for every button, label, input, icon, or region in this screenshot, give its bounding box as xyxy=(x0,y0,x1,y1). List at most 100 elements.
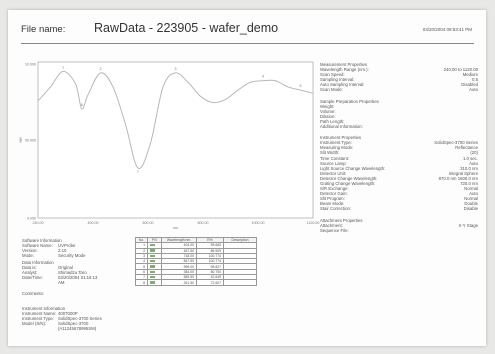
peak-label: 6 xyxy=(81,103,83,107)
peak-label: 7 xyxy=(137,170,139,174)
instrument-info-value: SolidSpec-3700 Series xyxy=(58,316,102,322)
sample-prep-row: Dilution: xyxy=(320,113,336,119)
data-info-row: Analyst: Shimadzu Taro xyxy=(22,270,118,275)
report-page: File name: RawData - 223905 - wafer_demo… xyxy=(8,10,486,346)
instrument-prop-row: Detector Gain: Auto xyxy=(320,191,478,196)
software-info-row: Mode: Security Mode xyxy=(22,253,118,258)
x-tick-label: 400.00 xyxy=(88,221,99,225)
instrument-prop-label: Light Source Change Wavelength: xyxy=(320,165,386,171)
peak-marker-icon xyxy=(150,249,155,252)
peak-marker-icon xyxy=(150,244,155,247)
instrument-props-rows: Instrument Type: SolidSpec-3700 Series Mea… xyxy=(320,140,478,211)
peak-labels: 1 2 3 4 5 6 7 xyxy=(62,65,302,174)
instrument-prop-label: Detector Gain: xyxy=(320,191,348,197)
measurement-rows: Wavelength Range (nm.): 240.00 to 1120.00… xyxy=(320,67,478,92)
table-cell: 261.50 xyxy=(161,279,197,286)
instrument-prop-value: Integral Sphere xyxy=(448,170,478,176)
instrument-prop-row: Slit Width: (20) xyxy=(320,150,478,155)
attachment-label: Sequence File: xyxy=(320,227,349,233)
instrument-prop-value: Disable xyxy=(463,206,478,212)
peak-label: 3 xyxy=(175,67,177,71)
comments: Comments: xyxy=(22,291,44,296)
peak-marker-icon xyxy=(150,281,155,284)
instrument-prop-row: Measuring Mode: Reflectance xyxy=(320,145,478,150)
data-info-value: AM xyxy=(58,280,65,286)
instrument-prop-label: Measuring Mode: xyxy=(320,145,354,151)
plot-frame xyxy=(37,61,314,219)
software-info: Software Information Software Name: UVPro… xyxy=(22,238,118,258)
table-row: 3 718.00 100.774 xyxy=(135,252,257,260)
instrument-info-title: Instrument Information xyxy=(22,306,65,311)
instrument-info-rows: Instrument Name: 4007000P Instrument Type:… xyxy=(22,311,118,331)
file-name-value: RawData - 223905 - wafer_demo xyxy=(94,21,279,35)
software-info-value: 2.10 xyxy=(58,248,67,254)
sample-prep-row: Path Length: xyxy=(320,118,345,124)
instrument-prop-row: Stair Correction: Disable xyxy=(320,206,478,211)
data-info-row: Data is: Original xyxy=(22,265,118,270)
software-info-row: Software Name: UVProbe xyxy=(22,243,118,248)
instrument-prop-value: Auto xyxy=(469,191,478,197)
instrument-info-value: SolidSpec-3700 xyxy=(58,321,89,327)
measurement-label: Scan Mode: xyxy=(320,87,343,93)
sample-prep-row: Additional Information: xyxy=(320,124,363,130)
sample-prep-title: Sample Preparation Properties xyxy=(320,98,379,104)
peak-label: 5 xyxy=(300,84,302,88)
x-tick-label: 240.00 xyxy=(33,221,44,225)
instrument-prop-row: Slit Program: Normal xyxy=(320,196,478,201)
peak-label: 2 xyxy=(100,67,102,71)
instrument-info-row: Instrument Type: SolidSpec-3700 Series xyxy=(22,316,118,321)
peak-table-body: 1 404.00 95.665 2 467.50 86.909 3 718.00 100.774… xyxy=(135,242,257,286)
measurement-label: Wavelength Range (nm.): xyxy=(320,67,369,73)
data-info-label xyxy=(22,280,58,285)
instrument-prop-row: Time Constant: 1.0 sec. xyxy=(320,156,478,161)
instrument-info-row: Instrument Name: 4007000P xyxy=(22,311,118,316)
instrument-prop-row: Detector Unit: Integral Sphere xyxy=(320,171,478,176)
chart-ticks: 240.00 400.00 600.00 800.00 1000.00 1120.0010… xyxy=(19,62,319,230)
file-name-label: File name: xyxy=(21,24,66,35)
table-cell xyxy=(147,279,162,286)
instrument-info-label xyxy=(22,326,58,331)
comments-label: Comments: xyxy=(22,291,44,296)
data-info-row: AM xyxy=(22,280,118,285)
instrument-prop-label: Grating Change Wavelength: xyxy=(320,180,376,186)
instrument-prop-label: Instrument Type: xyxy=(320,140,352,146)
instrument-prop-value: Normal xyxy=(464,196,478,202)
y-tick-label: 0.000 xyxy=(27,216,36,220)
table-row: 4 847.50 100.774 xyxy=(135,258,257,265)
peak-marker-icon xyxy=(150,275,155,279)
instrument-prop-value: SolidSpec-3700 Series xyxy=(434,140,478,146)
x-tick-label: 1120.00 xyxy=(307,221,320,225)
spectrum-chart: 240.00 400.00 600.00 800.00 1000.00 1120.0010… xyxy=(19,61,319,230)
data-info-value: Original xyxy=(58,265,73,271)
instrument-prop-label: S/R Exchange: xyxy=(320,186,349,192)
data-info-rows: Data is: Original Analyst: Shimadzu Taro Dat… xyxy=(22,265,118,285)
peak-marker-icon xyxy=(150,259,155,263)
attachment-value: X-Y Stage xyxy=(458,222,478,228)
instrument-info-value: (A11245678995SM) xyxy=(58,326,97,332)
measurement-value: Medium xyxy=(462,72,478,78)
instrument-prop-label: Detector Unit: xyxy=(320,170,347,176)
instrument-prop-row: Beam Mode: Double xyxy=(320,201,478,206)
peak-table: No. P/V Wavelength nm. R% Description 1 404.0… xyxy=(135,236,257,286)
y-tick-label: 10.000 xyxy=(25,62,36,66)
instrument-prop-label: Slit Width: xyxy=(320,150,340,156)
instrument-props-title: Instrument Properties xyxy=(320,135,362,141)
table-row: 8 261.50 72.607 xyxy=(135,279,257,286)
spectrum-line xyxy=(37,70,314,169)
instrument-prop-row: Detector Change Wavelength: 870.0 nm 1600… xyxy=(320,176,478,181)
measurement-row: Scan Speed: Medium xyxy=(320,72,478,77)
y-axis-label: %R xyxy=(19,137,23,143)
instrument-info-label: Instrument Name: xyxy=(22,311,57,317)
software-info-title: Software Information xyxy=(22,238,62,243)
measurement-row: Auto Sampling Interval: Disabled xyxy=(320,82,478,87)
peak-label: 4 xyxy=(262,75,264,79)
data-info-value: 03/20/2004 01:16:13 xyxy=(58,275,98,281)
table-row: 2 467.50 86.909 xyxy=(135,247,257,254)
instrument-prop-value: Reflectance xyxy=(455,145,478,151)
software-info-value: UVProbe xyxy=(58,243,76,249)
instrument-prop-label: Slit Program: xyxy=(320,196,345,202)
peak-marker-icon xyxy=(150,254,155,258)
x-tick-label: 600.00 xyxy=(143,221,154,225)
properties-panel: Measurement Properties Wavelength Range … xyxy=(320,62,478,233)
instrument-prop-row: Light Source Change Wavelength: 310.0 nm xyxy=(320,166,478,171)
